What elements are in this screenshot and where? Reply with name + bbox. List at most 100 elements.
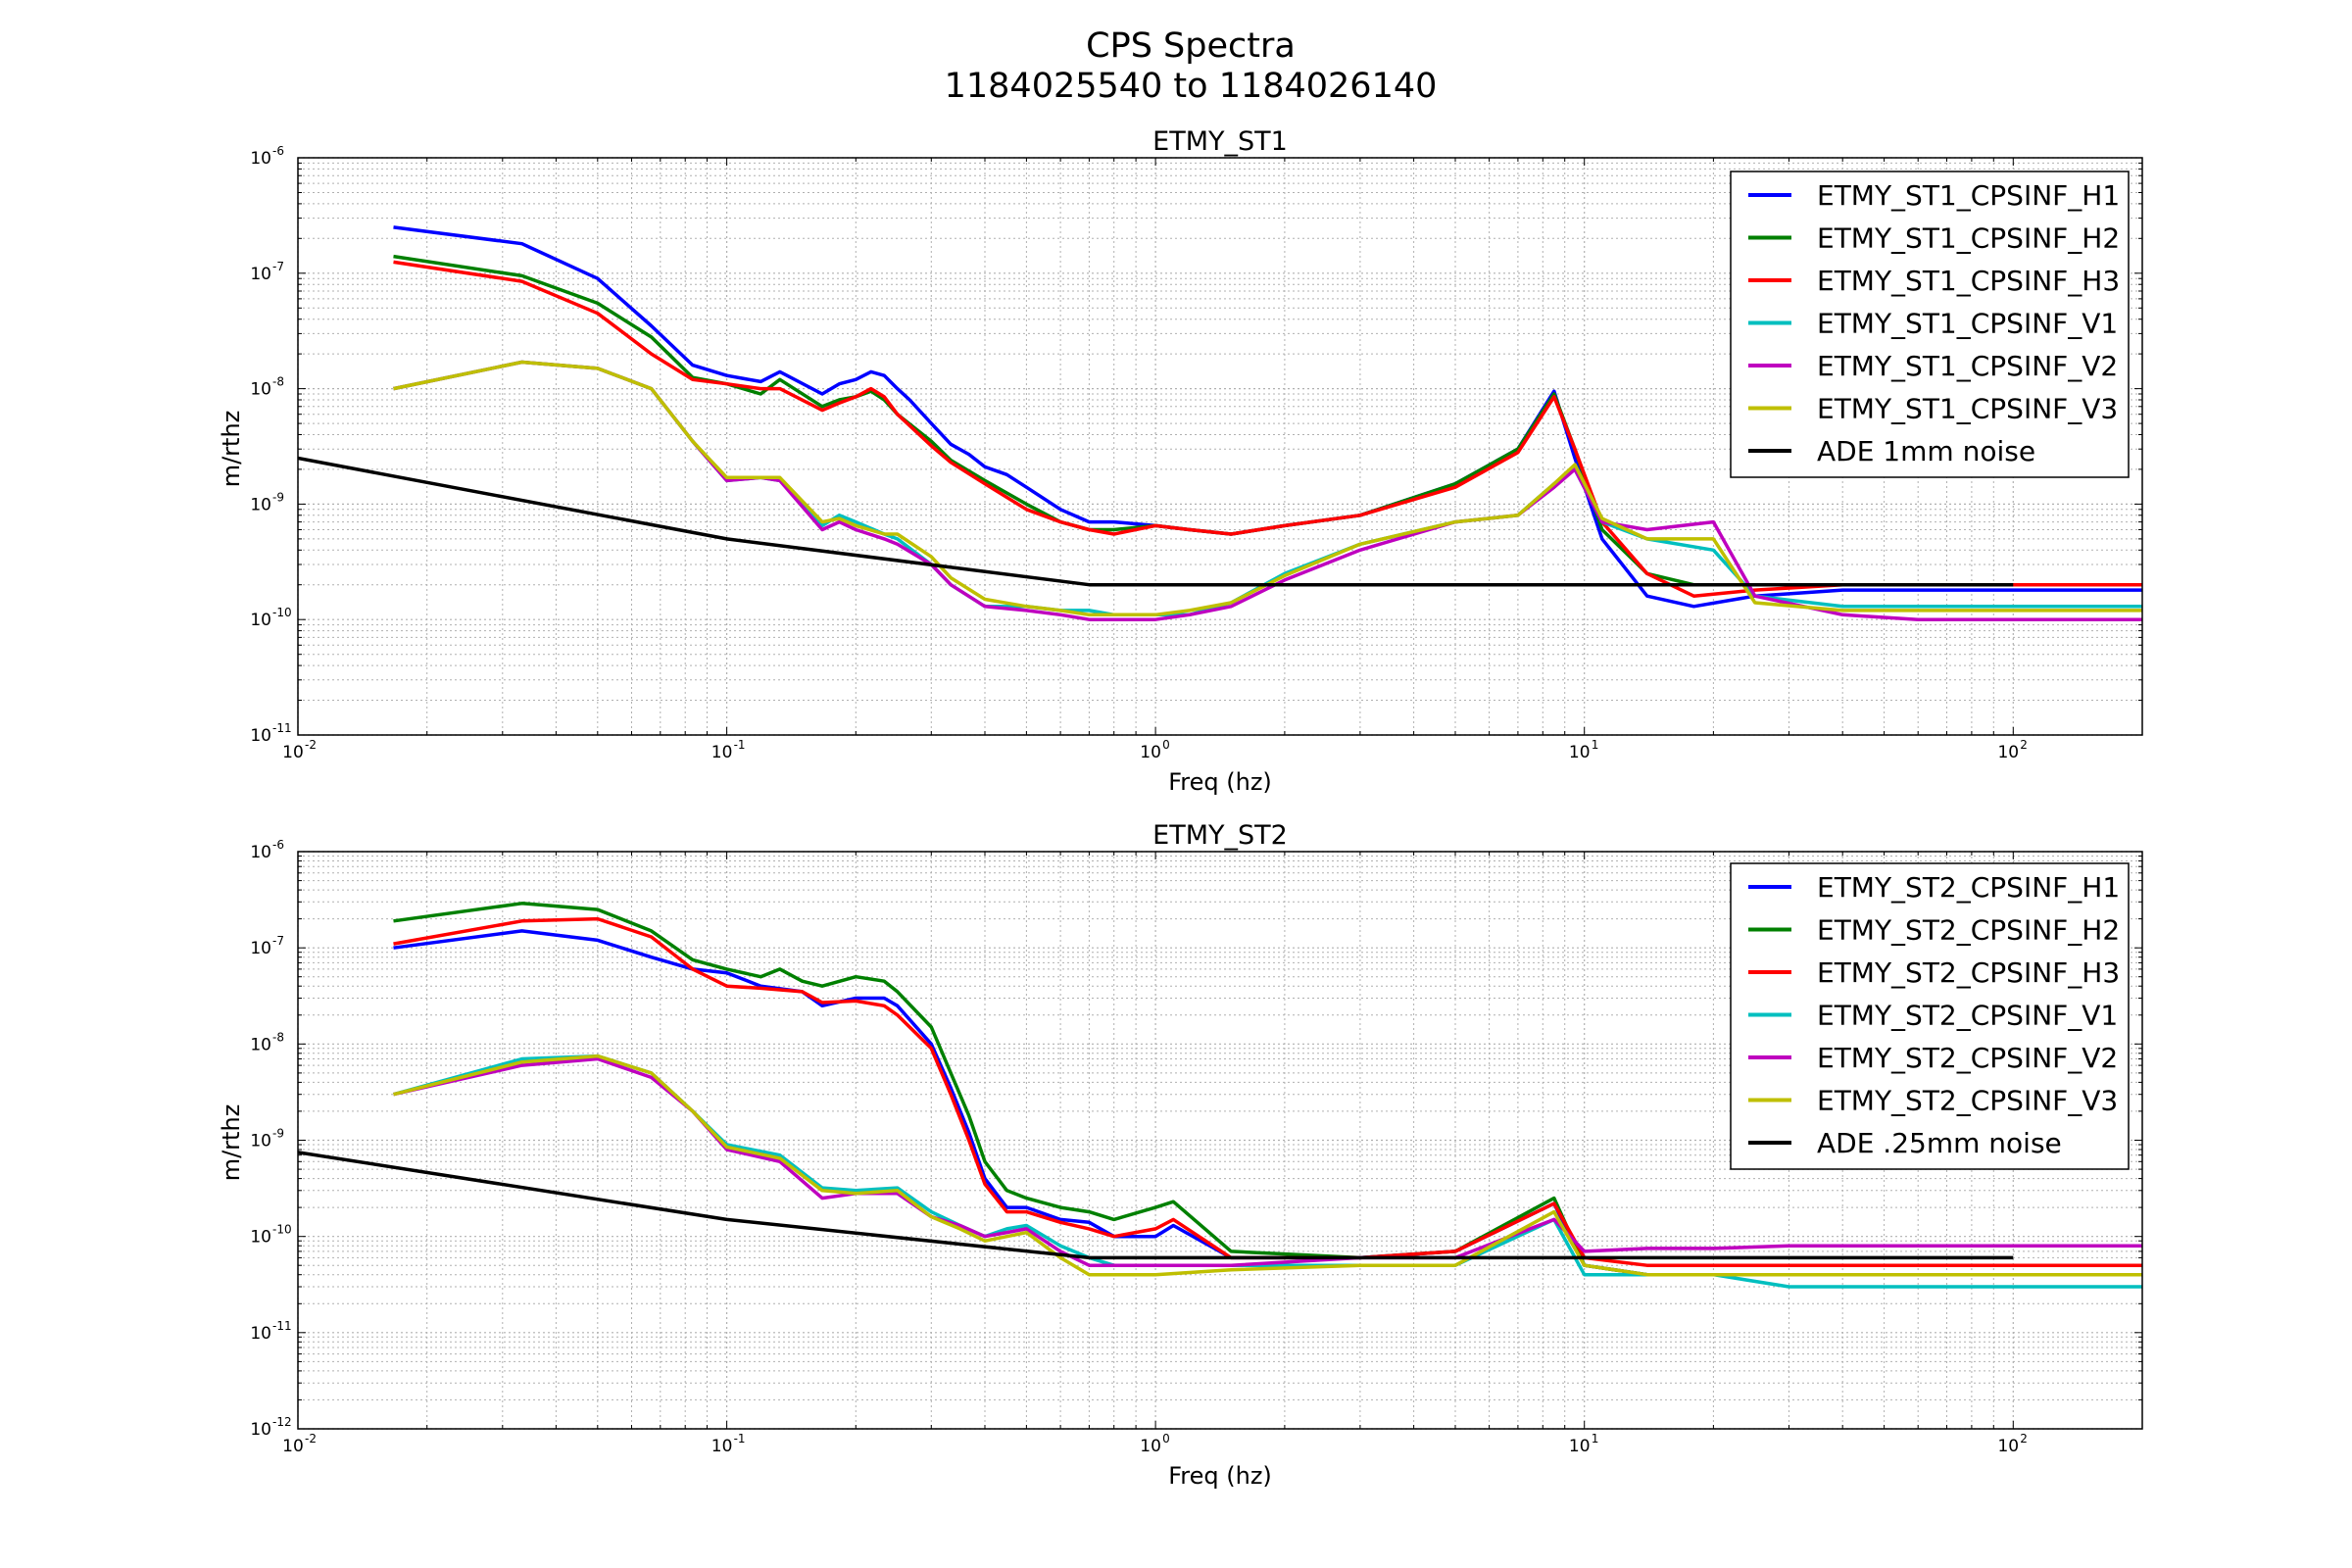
x-tick-label-exponent: 2 <box>2020 1432 2028 1446</box>
y-axis-label: m/rthz <box>218 1104 245 1182</box>
legend-label: ETMY_ST2_CPSINF_H2 <box>1817 914 2120 947</box>
y-tick-label-exponent: -10 <box>272 1223 292 1237</box>
x-tick-label: 10 <box>711 743 733 762</box>
y-tick-label: 10 <box>250 939 271 958</box>
legend-item: ETMY_ST2_CPSINF_H2 <box>1748 914 2120 947</box>
legend-label: ETMY_ST2_CPSINF_V2 <box>1817 1042 2118 1074</box>
legend-label: ETMY_ST1_CPSINF_V3 <box>1817 393 2118 425</box>
x-tick-label-exponent: -2 <box>305 1432 317 1446</box>
x-tick-label-exponent: 0 <box>1162 738 1170 752</box>
legend-label: ETMY_ST1_CPSINF_V2 <box>1817 350 2118 382</box>
x-tick-label: 10 <box>1997 743 2019 762</box>
y-tick-label-exponent: -7 <box>272 934 284 948</box>
legend-item: ETMY_ST1_CPSINF_V3 <box>1748 393 2118 425</box>
legend-item: ETMY_ST1_CPSINF_H2 <box>1748 222 2120 255</box>
axes-title: ETMY_ST2 <box>1152 820 1288 851</box>
y-tick-label-exponent: -11 <box>272 1319 292 1333</box>
axes-etmy-st1: ETMY_ST1 Freq (hz) m/rthz 10 -2 10 -1 10 0 10 1… <box>218 126 2143 796</box>
legend-label: ETMY_ST1_CPSINF_H2 <box>1817 222 2120 255</box>
legend-item: ETMY_ST1_CPSINF_V1 <box>1748 308 2118 340</box>
x-tick-label-exponent: -2 <box>305 738 317 752</box>
x-tick-label-exponent: 0 <box>1162 1432 1170 1446</box>
legend-item: ETMY_ST1_CPSINF_H3 <box>1748 265 2120 297</box>
series-line-etmy-st1-cpsinf-h1 <box>393 225 2142 609</box>
x-tick-label: 10 <box>1997 1437 2019 1456</box>
x-axis-label: Freq (hz) <box>1168 768 1272 796</box>
x-tick-label: 10 <box>1569 1437 1591 1456</box>
legend-label: ETMY_ST1_CPSINF_V1 <box>1817 308 2118 340</box>
x-tick-label: 10 <box>1140 1437 1161 1456</box>
x-tick-label-exponent: -1 <box>734 738 746 752</box>
x-tick-label: 10 <box>1140 743 1161 762</box>
y-tick-label: 10 <box>250 380 271 400</box>
figure-title-line2: 1184025540 to 1184026140 <box>945 67 1438 106</box>
x-tick-label-exponent: 2 <box>2020 738 2028 752</box>
legend-item: ADE .25mm noise <box>1748 1127 2062 1159</box>
y-tick-label-exponent: -7 <box>272 260 284 273</box>
y-tick-label-exponent: -10 <box>272 606 292 619</box>
legend-label: ETMY_ST2_CPSINF_H3 <box>1817 956 2120 989</box>
legend-label: ETMY_ST2_CPSINF_V1 <box>1817 1000 2118 1032</box>
legend-label: ETMY_ST2_CPSINF_V3 <box>1817 1085 2118 1117</box>
x-tick-label: 10 <box>1569 743 1591 762</box>
legend-item: ETMY_ST2_CPSINF_V1 <box>1748 1000 2118 1032</box>
legend-item: ADE 1mm noise <box>1748 435 2035 467</box>
y-tick-label-exponent: -11 <box>272 721 292 735</box>
y-tick-label: 10 <box>250 726 271 746</box>
axes-title: ETMY_ST1 <box>1152 126 1288 157</box>
legend-label: ETMY_ST1_CPSINF_H3 <box>1817 265 2120 297</box>
x-tick-label: 10 <box>282 743 304 762</box>
x-tick-label-exponent: 1 <box>1592 1432 1599 1446</box>
series-group <box>298 902 2142 1289</box>
series-line-etmy-st2-cpsinf-v3 <box>393 1054 2142 1277</box>
legend-label: ADE 1mm noise <box>1817 435 2035 467</box>
x-tick-label: 10 <box>711 1437 733 1456</box>
axes-etmy-st2: ETMY_ST2 Freq (hz) m/rthz 10 -2 10 -1 10 0 10 1… <box>218 820 2143 1490</box>
legend-label: ETMY_ST1_CPSINF_H1 <box>1817 179 2120 212</box>
legend-item: ETMY_ST2_CPSINF_V3 <box>1748 1085 2118 1117</box>
y-tick-label: 10 <box>250 843 271 862</box>
x-tick-label: 10 <box>282 1437 304 1456</box>
legend-item: ETMY_ST1_CPSINF_V2 <box>1748 350 2118 382</box>
axes-frame <box>297 851 2143 1430</box>
grid <box>297 157 2143 736</box>
legend: ETMY_ST2_CPSINF_H1 ETMY_ST2_CPSINF_H2 ETMY… <box>1730 862 2130 1170</box>
y-tick-label-exponent: -12 <box>272 1415 292 1429</box>
y-tick-label: 10 <box>250 1420 271 1440</box>
legend-item: ETMY_ST2_CPSINF_H1 <box>1748 871 2120 904</box>
series-line-etmy-st2-cpsinf-h3 <box>393 916 2142 1267</box>
y-tick-label: 10 <box>250 495 271 514</box>
y-tick-label-exponent: -8 <box>272 1030 284 1044</box>
y-tick-label: 10 <box>250 611 271 630</box>
y-tick-label: 10 <box>250 265 271 284</box>
x-axis-label: Freq (hz) <box>1168 1462 1272 1490</box>
y-tick-label: 10 <box>250 1324 271 1344</box>
y-tick-label: 10 <box>250 1132 271 1152</box>
legend-frame <box>1730 862 2130 1170</box>
legend-item: ETMY_ST2_CPSINF_H3 <box>1748 956 2120 989</box>
y-axis-label: m/rthz <box>218 411 245 488</box>
legend-label: ADE .25mm noise <box>1817 1127 2062 1159</box>
legend-item: ETMY_ST2_CPSINF_V2 <box>1748 1042 2118 1074</box>
series-line-etmy-st1-cpsinf-v3 <box>393 360 2142 617</box>
y-tick-label: 10 <box>250 149 271 169</box>
x-tick-label-exponent: -1 <box>734 1432 746 1446</box>
legend-label: ETMY_ST2_CPSINF_H1 <box>1817 871 2120 904</box>
y-tick-label-exponent: -6 <box>272 144 284 158</box>
axes-frame <box>297 157 2143 736</box>
y-tick-label: 10 <box>250 1035 271 1054</box>
legend: ETMY_ST1_CPSINF_H1 ETMY_ST1_CPSINF_H2 ETMY… <box>1730 171 2130 478</box>
figure-title-line1: CPS Spectra <box>1086 26 1296 66</box>
y-tick-label-exponent: -8 <box>272 375 284 389</box>
series-group <box>298 225 2142 621</box>
y-tick-label-exponent: -6 <box>272 838 284 852</box>
series-line-ade-25mm-noise <box>298 1151 2014 1260</box>
y-tick-label-exponent: -9 <box>272 1127 284 1141</box>
series-line-ade-1mm-noise <box>298 456 2014 587</box>
legend-item: ETMY_ST1_CPSINF_H1 <box>1748 179 2120 212</box>
series-line-etmy-st1-cpsinf-h3 <box>393 260 2142 598</box>
y-tick-label: 10 <box>250 1228 271 1248</box>
legend-frame <box>1730 171 2130 478</box>
x-tick-label-exponent: 1 <box>1592 738 1599 752</box>
